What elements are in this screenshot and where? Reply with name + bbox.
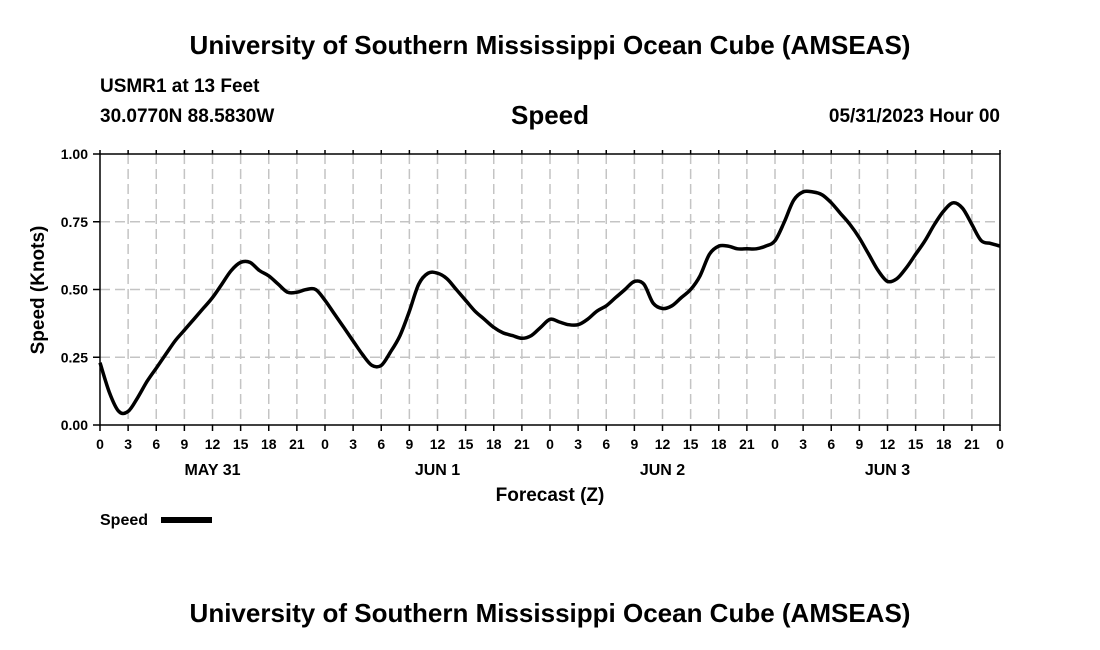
x-tick-label: 21 [964, 436, 980, 452]
x-tick-label: 3 [349, 436, 357, 452]
x-tick-label: 9 [180, 436, 188, 452]
x-tick-label: 3 [574, 436, 582, 452]
x-tick-label: 12 [880, 436, 896, 452]
x-tick-label: 6 [827, 436, 835, 452]
x-tick-label: 18 [936, 436, 952, 452]
date-label: MAY 31 [184, 462, 240, 479]
chart-title: University of Southern Mississippi Ocean… [189, 30, 911, 60]
y-tick-label: 0.25 [61, 349, 88, 365]
y-tick-label: 0.75 [61, 214, 88, 230]
x-tick-label: 9 [855, 436, 863, 452]
grid [100, 154, 1000, 425]
x-tick-label: 21 [739, 436, 755, 452]
x-tick-label: 18 [711, 436, 727, 452]
x-tick-label: 9 [630, 436, 638, 452]
x-tick-label: 0 [996, 436, 1004, 452]
date-label: JUN 2 [640, 462, 685, 479]
date-label: JUN 1 [415, 462, 460, 479]
x-tick-label: 0 [321, 436, 329, 452]
x-tick-label: 18 [261, 436, 277, 452]
x-tick-label: 0 [771, 436, 779, 452]
y-tick-label: 0.00 [61, 417, 88, 433]
x-tick-label: 3 [799, 436, 807, 452]
y-tick-label: 0.50 [61, 282, 88, 298]
axis-ticks [93, 150, 1001, 431]
x-tick-label: 18 [486, 436, 502, 452]
x-tick-label: 21 [289, 436, 305, 452]
x-tick-label: 15 [908, 436, 924, 452]
x-tick-label: 21 [514, 436, 530, 452]
legend-label: Speed [100, 512, 148, 529]
x-tick-label: 12 [655, 436, 671, 452]
x-tick-label: 0 [546, 436, 554, 452]
y-tick-label: 1.00 [61, 146, 88, 162]
speed-chart: 0.00 0.25 0.50 0.75 1.00 0 3 6 9 12 15 18 21 0 3 6 9 12 15… [28, 146, 1004, 529]
axis-labels: 0.00 0.25 0.50 0.75 1.00 0 3 6 9 12 15 18 21 0 3 6 9 12 15… [61, 146, 1004, 479]
run-time-label: 05/31/2023 Hour 00 [828, 106, 1000, 127]
date-label: JUN 3 [865, 462, 910, 479]
x-tick-label: 3 [124, 436, 132, 452]
x-tick-label: 0 [96, 436, 104, 452]
x-tick-label: 9 [405, 436, 413, 452]
location-label: 30.0770N 88.5830W [100, 106, 275, 127]
x-tick-label: 12 [430, 436, 446, 452]
x-tick-label: 6 [377, 436, 385, 452]
variable-label: Speed [510, 100, 590, 130]
x-tick-label: 15 [233, 436, 249, 452]
x-tick-label: 6 [602, 436, 610, 452]
x-tick-label: 12 [205, 436, 221, 452]
x-tick-label: 15 [458, 436, 474, 452]
series-layer [98, 189, 1001, 416]
x-axis-title: Forecast (Z) [496, 485, 605, 506]
footer-title: University of Southern Mississippi Ocean… [189, 598, 911, 628]
x-tick-label: 6 [152, 436, 160, 452]
x-tick-label: 15 [683, 436, 699, 452]
station-label: USMR1 at 13 Feet [100, 76, 260, 97]
y-axis-title: Speed (Knots) [28, 226, 49, 355]
series-line-speed [98, 189, 1001, 416]
